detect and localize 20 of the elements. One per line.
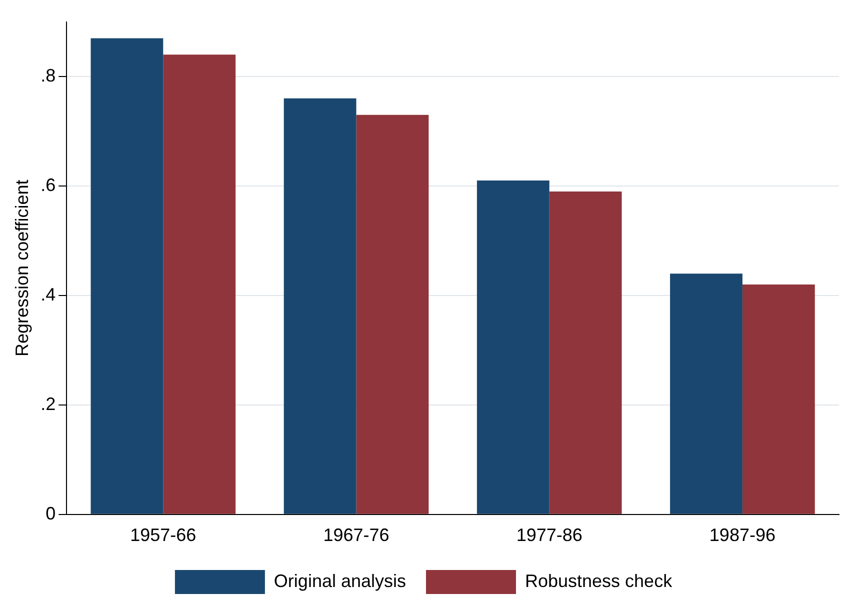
bar: [476, 180, 550, 514]
bar: [742, 284, 815, 514]
legend-label: Original analysis: [274, 570, 406, 591]
bar: [670, 274, 742, 514]
bar: [163, 54, 236, 514]
x-tick-label: 1987-96: [709, 525, 776, 546]
bar: [284, 98, 356, 514]
x-tick-label: 1977-86: [516, 525, 582, 546]
bar: [549, 191, 622, 514]
y-tick-label: .2: [40, 394, 56, 414]
y-tick-label: .6: [40, 174, 56, 195]
y-tick-label: 0: [46, 503, 56, 524]
y-tick-label: .8: [40, 66, 56, 86]
legend-label: Robustness check: [524, 570, 674, 591]
bar: [356, 114, 429, 514]
y-axis-title: Regression coefficient: [12, 180, 32, 356]
y-tick-label: .4: [40, 284, 56, 304]
x-tick-label: 1957-66: [130, 525, 196, 546]
bar: [90, 38, 164, 514]
x-tick-label: 1967-76: [323, 525, 390, 546]
